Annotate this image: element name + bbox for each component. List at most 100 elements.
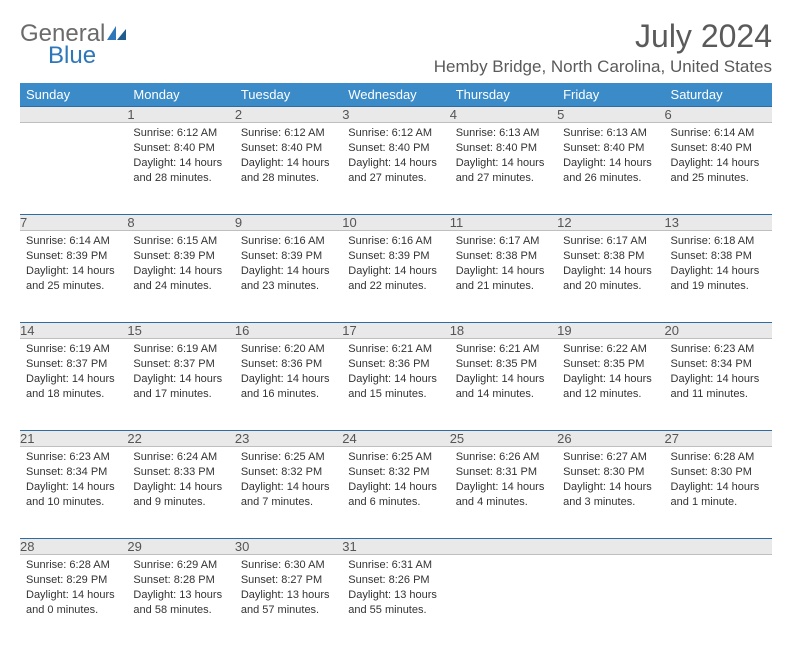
day-content: Sunrise: 6:29 AMSunset: 8:28 PMDaylight:… (127, 555, 234, 623)
sunrise-text: Sunrise: 6:26 AM (456, 450, 551, 465)
weekday-header-row: SundayMondayTuesdayWednesdayThursdayFrid… (20, 83, 772, 107)
day-cell: Sunrise: 6:12 AMSunset: 8:40 PMDaylight:… (127, 123, 234, 215)
day-number: 1 (127, 107, 234, 123)
weekday-header: Monday (127, 83, 234, 107)
weekday-header: Sunday (20, 83, 127, 107)
daylight-text: Daylight: 13 hours and 58 minutes. (133, 588, 228, 618)
day-content: Sunrise: 6:17 AMSunset: 8:38 PMDaylight:… (450, 231, 557, 299)
sunset-text: Sunset: 8:26 PM (348, 573, 443, 588)
calendar-body: 123456Sunrise: 6:12 AMSunset: 8:40 PMDay… (20, 107, 772, 647)
title-block: July 2024 Hemby Bridge, North Carolina, … (434, 18, 772, 77)
day-number: 23 (235, 431, 342, 447)
sunset-text: Sunset: 8:30 PM (671, 465, 766, 480)
day-number: 4 (450, 107, 557, 123)
day-cell: Sunrise: 6:22 AMSunset: 8:35 PMDaylight:… (557, 339, 664, 431)
daylight-text: Daylight: 14 hours and 6 minutes. (348, 480, 443, 510)
day-cell: Sunrise: 6:12 AMSunset: 8:40 PMDaylight:… (235, 123, 342, 215)
sunset-text: Sunset: 8:38 PM (456, 249, 551, 264)
sunset-text: Sunset: 8:36 PM (241, 357, 336, 372)
sunset-text: Sunset: 8:33 PM (133, 465, 228, 480)
day-cell: Sunrise: 6:28 AMSunset: 8:29 PMDaylight:… (20, 555, 127, 647)
daycontent-row: Sunrise: 6:28 AMSunset: 8:29 PMDaylight:… (20, 555, 772, 647)
day-cell: Sunrise: 6:15 AMSunset: 8:39 PMDaylight:… (127, 231, 234, 323)
daycontent-row: Sunrise: 6:14 AMSunset: 8:39 PMDaylight:… (20, 231, 772, 323)
weekday-header: Friday (557, 83, 664, 107)
day-number (557, 539, 664, 555)
daycontent-row: Sunrise: 6:23 AMSunset: 8:34 PMDaylight:… (20, 447, 772, 539)
day-content: Sunrise: 6:27 AMSunset: 8:30 PMDaylight:… (557, 447, 664, 515)
sunset-text: Sunset: 8:32 PM (348, 465, 443, 480)
sunset-text: Sunset: 8:32 PM (241, 465, 336, 480)
sunset-text: Sunset: 8:40 PM (241, 141, 336, 156)
day-cell: Sunrise: 6:17 AMSunset: 8:38 PMDaylight:… (450, 231, 557, 323)
day-cell: Sunrise: 6:14 AMSunset: 8:40 PMDaylight:… (665, 123, 772, 215)
sunrise-text: Sunrise: 6:12 AM (348, 126, 443, 141)
header: General July 2024 Hemby Bridge, North Ca… (20, 18, 772, 77)
sunrise-text: Sunrise: 6:17 AM (456, 234, 551, 249)
sail-icon (107, 24, 127, 45)
day-number (665, 539, 772, 555)
day-number: 27 (665, 431, 772, 447)
daynum-row: 28293031 (20, 539, 772, 555)
day-cell: Sunrise: 6:19 AMSunset: 8:37 PMDaylight:… (20, 339, 127, 431)
day-number: 16 (235, 323, 342, 339)
daylight-text: Daylight: 14 hours and 22 minutes. (348, 264, 443, 294)
sunrise-text: Sunrise: 6:24 AM (133, 450, 228, 465)
daylight-text: Daylight: 14 hours and 25 minutes. (671, 156, 766, 186)
sunset-text: Sunset: 8:27 PM (241, 573, 336, 588)
day-content: Sunrise: 6:14 AMSunset: 8:39 PMDaylight:… (20, 231, 127, 299)
sunrise-text: Sunrise: 6:19 AM (133, 342, 228, 357)
day-content: Sunrise: 6:19 AMSunset: 8:37 PMDaylight:… (127, 339, 234, 407)
day-number: 5 (557, 107, 664, 123)
sunrise-text: Sunrise: 6:23 AM (671, 342, 766, 357)
sunrise-text: Sunrise: 6:17 AM (563, 234, 658, 249)
daycontent-row: Sunrise: 6:12 AM Sunset: 8:40 PM Daylight:… (20, 123, 772, 215)
day-cell: Sunrise: 6:12 AMSunset: 8:40 PMDaylight:… (342, 123, 449, 215)
day-number: 21 (20, 431, 127, 447)
weekday-header: Saturday (665, 83, 772, 107)
sunset-text: Sunset: 8:40 PM (563, 141, 658, 156)
day-content: Sunrise: 6:25 AMSunset: 8:32 PMDaylight:… (235, 447, 342, 515)
sunset-text: Sunset: 8:30 PM (563, 465, 658, 480)
day-content: Sunrise: 6:14 AMSunset: 8:40 PMDaylight:… (665, 123, 772, 191)
day-cell: Sunrise: 6:19 AMSunset: 8:37 PMDaylight:… (127, 339, 234, 431)
daylight-text: Daylight: 14 hours and 24 minutes. (133, 264, 228, 294)
sunset-text: Sunset: 8:34 PM (26, 465, 121, 480)
day-number (20, 107, 127, 123)
location-subtitle: Hemby Bridge, North Carolina, United Sta… (434, 57, 772, 77)
daylight-text: Daylight: 14 hours and 4 minutes. (456, 480, 551, 510)
sunrise-text: Sunrise: 6:20 AM (241, 342, 336, 357)
day-content: Sunrise: 6:21 AMSunset: 8:35 PMDaylight:… (450, 339, 557, 407)
day-number: 11 (450, 215, 557, 231)
day-content: Sunrise: 6:25 AMSunset: 8:32 PMDaylight:… (342, 447, 449, 515)
daylight-text: Daylight: 14 hours and 19 minutes. (671, 264, 766, 294)
sunset-text: Sunset: 8:31 PM (456, 465, 551, 480)
day-content: Sunrise: 6:24 AMSunset: 8:33 PMDaylight:… (127, 447, 234, 515)
weekday-header: Thursday (450, 83, 557, 107)
day-content: Sunrise: 6:16 AMSunset: 8:39 PMDaylight:… (235, 231, 342, 299)
sunset-text: Sunset: 8:39 PM (133, 249, 228, 264)
day-content (20, 123, 127, 183)
day-number: 17 (342, 323, 449, 339)
weekday-header: Wednesday (342, 83, 449, 107)
day-number: 24 (342, 431, 449, 447)
day-cell: Sunrise: 6:21 AMSunset: 8:36 PMDaylight:… (342, 339, 449, 431)
sunset-text: Sunset: 8:34 PM (671, 357, 766, 372)
sunrise-text: Sunrise: 6:25 AM (241, 450, 336, 465)
sunset-text: Sunset: 8:40 PM (456, 141, 551, 156)
daynum-row: 21222324252627 (20, 431, 772, 447)
day-content (557, 555, 664, 615)
day-cell: Sunrise: 6:17 AMSunset: 8:38 PMDaylight:… (557, 231, 664, 323)
day-cell: Sunrise: 6:14 AMSunset: 8:39 PMDaylight:… (20, 231, 127, 323)
day-content: Sunrise: 6:15 AMSunset: 8:39 PMDaylight:… (127, 231, 234, 299)
sunrise-text: Sunrise: 6:18 AM (671, 234, 766, 249)
day-cell (20, 123, 127, 215)
sunrise-text: Sunrise: 6:15 AM (133, 234, 228, 249)
day-cell: Sunrise: 6:29 AMSunset: 8:28 PMDaylight:… (127, 555, 234, 647)
sunset-text: Sunset: 8:38 PM (671, 249, 766, 264)
day-cell: Sunrise: 6:16 AMSunset: 8:39 PMDaylight:… (235, 231, 342, 323)
sunrise-text: Sunrise: 6:25 AM (348, 450, 443, 465)
sunrise-text: Sunrise: 6:13 AM (563, 126, 658, 141)
day-number: 31 (342, 539, 449, 555)
day-content (665, 555, 772, 615)
